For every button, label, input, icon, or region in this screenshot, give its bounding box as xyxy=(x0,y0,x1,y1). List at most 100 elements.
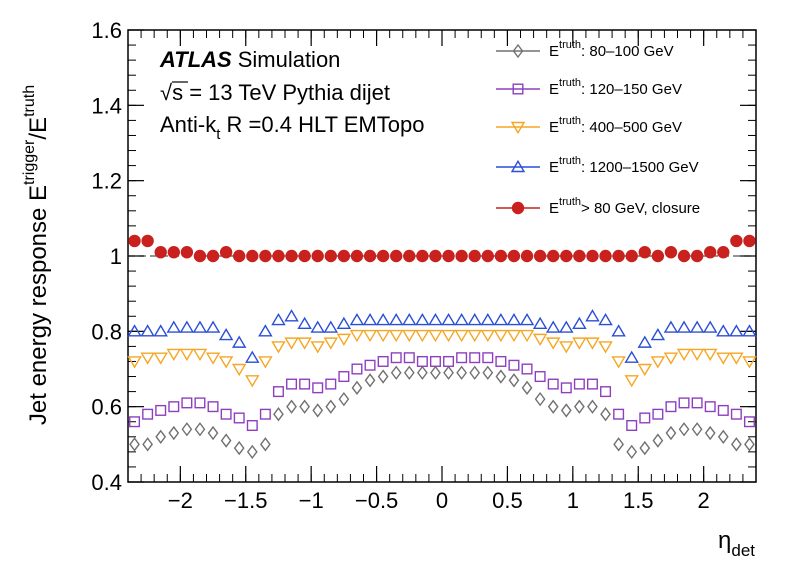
atlas-label: ATLAS Simulation xyxy=(159,47,340,72)
data-point xyxy=(323,320,339,333)
data-point xyxy=(519,329,535,343)
data-point xyxy=(127,356,142,369)
jet-algo-label: Anti-kt R =0.4 HLT EMTopo xyxy=(160,112,424,143)
data-point xyxy=(272,386,284,398)
x-tick-label: −2 xyxy=(168,488,193,513)
data-point xyxy=(560,382,572,394)
data-point xyxy=(508,373,520,388)
data-point xyxy=(153,324,168,337)
data-point xyxy=(375,329,391,343)
data-point xyxy=(454,312,469,326)
data-point xyxy=(166,320,182,333)
data-point xyxy=(168,401,180,413)
data-point xyxy=(246,249,259,263)
data-point xyxy=(443,365,454,380)
data-point xyxy=(351,363,363,375)
data-point xyxy=(233,440,245,456)
data-point xyxy=(258,324,273,337)
data-point xyxy=(142,437,153,452)
data-point xyxy=(665,425,677,441)
data-point xyxy=(704,246,717,259)
series-2 xyxy=(127,329,757,388)
data-point xyxy=(637,363,653,377)
data-point xyxy=(639,412,651,424)
x-tick-label: 0 xyxy=(436,488,448,513)
data-point xyxy=(573,378,585,390)
data-point xyxy=(585,337,600,350)
data-point xyxy=(456,352,468,364)
data-point xyxy=(128,234,141,248)
data-point xyxy=(388,329,404,343)
data-point xyxy=(155,404,167,416)
data-point xyxy=(142,408,154,420)
y-tick-label: 0.4 xyxy=(91,470,122,495)
data-point xyxy=(508,359,520,371)
data-point xyxy=(233,412,245,424)
y-tick-label: 0.8 xyxy=(91,319,122,344)
data-point xyxy=(402,329,417,343)
data-point xyxy=(598,312,613,326)
data-point xyxy=(534,371,546,383)
data-point xyxy=(704,401,716,413)
data-point xyxy=(141,234,154,248)
data-point xyxy=(350,249,364,263)
data-point xyxy=(155,429,167,444)
data-point xyxy=(258,356,273,369)
data-point xyxy=(626,444,638,460)
data-point xyxy=(743,234,756,248)
data-point xyxy=(416,355,428,367)
data-point xyxy=(731,437,742,452)
data-point xyxy=(663,320,679,333)
data-point xyxy=(742,324,757,337)
data-point xyxy=(691,422,703,437)
data-point xyxy=(506,312,522,326)
legend-marker xyxy=(511,201,525,215)
data-point xyxy=(532,316,548,329)
data-point xyxy=(480,329,496,343)
data-point xyxy=(533,249,547,263)
data-point xyxy=(416,249,429,263)
data-point xyxy=(717,429,729,444)
data-point xyxy=(376,249,390,263)
data-point xyxy=(310,341,325,354)
data-point xyxy=(181,397,193,409)
data-point xyxy=(587,399,598,414)
data-point xyxy=(744,437,755,452)
data-point xyxy=(273,407,284,422)
data-point xyxy=(338,371,350,383)
data-point xyxy=(153,352,168,365)
data-point xyxy=(545,320,561,333)
data-point xyxy=(233,249,246,263)
x-tick-label: 1.5 xyxy=(623,488,654,513)
data-point xyxy=(690,249,704,263)
data-point xyxy=(154,246,167,259)
data-point xyxy=(390,365,402,380)
data-point xyxy=(729,352,744,365)
data-point xyxy=(231,363,247,377)
data-point xyxy=(403,352,415,364)
data-point xyxy=(442,249,455,263)
data-point xyxy=(297,337,312,350)
data-point xyxy=(716,324,731,337)
data-point xyxy=(532,333,548,346)
data-point xyxy=(388,312,404,326)
data-point xyxy=(349,329,365,343)
x-axis-title: ηdet xyxy=(718,527,755,560)
data-point xyxy=(377,355,389,367)
y-tick-label: 1.2 xyxy=(91,169,122,194)
data-point xyxy=(742,356,757,369)
data-point xyxy=(181,422,193,437)
data-point xyxy=(129,437,140,452)
data-point xyxy=(127,324,142,337)
data-point xyxy=(638,246,651,259)
data-point xyxy=(547,378,559,390)
data-point xyxy=(454,329,469,343)
data-point xyxy=(560,249,573,263)
data-point xyxy=(429,249,442,263)
data-markers xyxy=(127,234,757,460)
data-point xyxy=(625,249,638,263)
data-point xyxy=(337,249,351,263)
data-point xyxy=(534,391,546,407)
data-point xyxy=(521,363,533,375)
legend: Etruth: 80–100 GeV Etruth: 120–150 GeV Etr… xyxy=(496,39,700,217)
